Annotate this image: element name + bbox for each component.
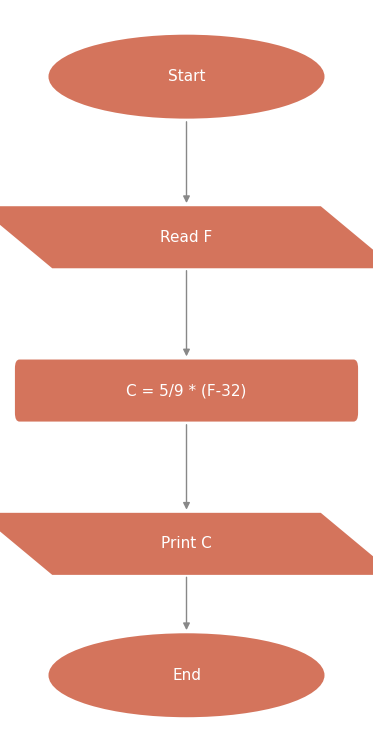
Text: Read F: Read F	[160, 230, 213, 245]
Ellipse shape	[48, 633, 325, 717]
Ellipse shape	[48, 34, 325, 118]
Polygon shape	[0, 206, 373, 268]
Text: End: End	[172, 668, 201, 683]
Text: Start: Start	[168, 69, 205, 84]
Polygon shape	[0, 512, 373, 575]
Text: Print C: Print C	[161, 537, 212, 551]
FancyBboxPatch shape	[15, 359, 358, 421]
Text: C = 5/9 * (F-32): C = 5/9 * (F-32)	[126, 383, 247, 398]
